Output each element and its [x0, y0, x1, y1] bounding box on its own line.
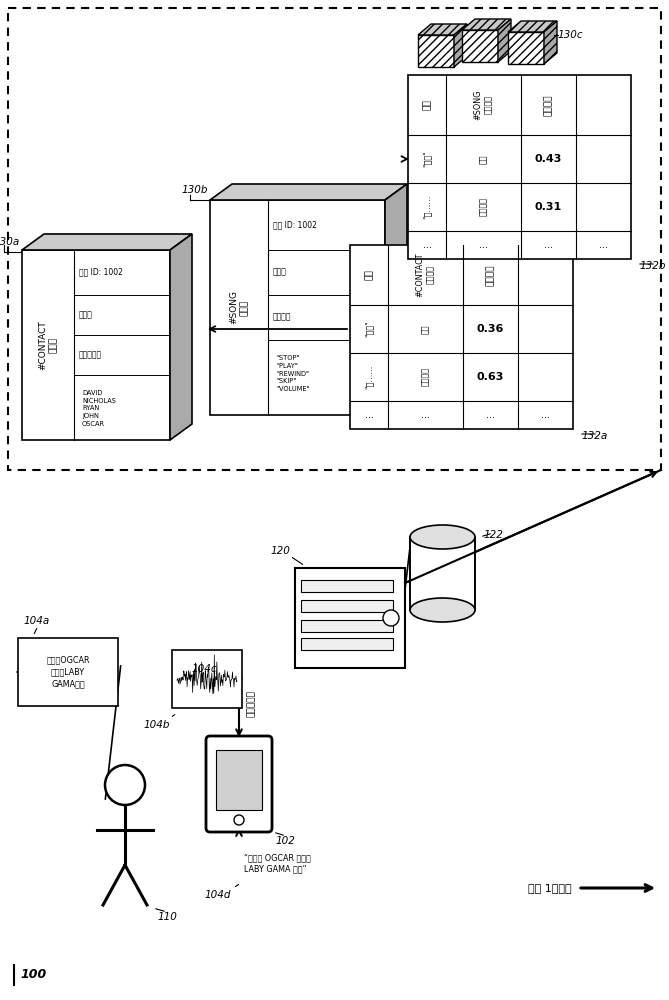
Polygon shape — [22, 250, 170, 440]
Text: #CONTACT
类模型: #CONTACT 类模型 — [38, 320, 58, 370]
Text: ...: ... — [423, 240, 432, 250]
Polygon shape — [418, 24, 467, 35]
Text: 0.43: 0.43 — [535, 154, 562, 164]
Text: 132a: 132a — [581, 431, 607, 441]
Text: ...: ... — [541, 410, 550, 420]
Polygon shape — [544, 21, 557, 64]
Polygon shape — [22, 234, 192, 250]
Bar — [295, 568, 405, 668]
Text: 转录分数: 转录分数 — [486, 264, 495, 286]
Text: 播放列表: 播放列表 — [273, 312, 292, 322]
Text: 0.36: 0.36 — [477, 324, 504, 334]
Text: 130c: 130c — [558, 30, 583, 40]
Text: 术语: 术语 — [423, 100, 432, 110]
Bar — [18, 638, 118, 706]
Text: #CONTACT
语言模型: #CONTACT 语言模型 — [416, 253, 436, 297]
Text: "播放": "播放" — [365, 321, 373, 337]
Ellipse shape — [410, 525, 475, 549]
Bar — [172, 650, 242, 708]
Text: "播放": "播放" — [423, 151, 432, 167]
Text: 110: 110 — [157, 912, 177, 922]
Text: #SONG
语言模型: #SONG 语言模型 — [474, 90, 493, 120]
Polygon shape — [385, 184, 407, 415]
Text: 0.63: 0.63 — [477, 372, 504, 382]
Text: 传送之后: 传送之后 — [479, 198, 488, 217]
Text: 130b: 130b — [181, 185, 208, 195]
Ellipse shape — [410, 598, 475, 622]
Text: 上下文: 上下文 — [79, 310, 93, 320]
Bar — [301, 580, 393, 592]
Text: 上下文数据: 上下文数据 — [247, 691, 256, 717]
Text: 转录分数: 转录分数 — [544, 94, 553, 116]
Polygon shape — [210, 184, 407, 200]
Text: DAVID
NICHOLAS
RYAN
JOHN
OSCAR: DAVID NICHOLAS RYAN JOHN OSCAR — [82, 390, 116, 427]
Polygon shape — [210, 200, 385, 415]
Text: 104a: 104a — [23, 616, 50, 626]
Text: ...: ... — [486, 410, 495, 420]
Text: 之后: 之后 — [421, 324, 430, 334]
Polygon shape — [170, 234, 192, 440]
Bar — [301, 638, 393, 650]
Text: 查询 ID: 1002: 查询 ID: 1002 — [79, 267, 123, 276]
Text: 查询 ID: 1002: 查询 ID: 1002 — [273, 221, 317, 230]
Polygon shape — [508, 32, 544, 64]
Circle shape — [383, 610, 399, 626]
Polygon shape — [498, 19, 511, 62]
Circle shape — [105, 765, 145, 805]
Text: 术语: 术语 — [365, 270, 373, 280]
Text: ...: ... — [479, 240, 488, 250]
Text: "从……: "从…… — [423, 195, 432, 219]
Bar — [408, 75, 631, 259]
Polygon shape — [508, 21, 557, 32]
Text: 之后: 之后 — [479, 154, 488, 164]
Text: 100: 100 — [20, 968, 46, 982]
Bar — [350, 245, 573, 429]
Circle shape — [234, 815, 244, 825]
Text: ...: ... — [365, 410, 373, 420]
FancyBboxPatch shape — [206, 736, 272, 832]
Text: ...: ... — [544, 240, 553, 250]
Text: 上下文: 上下文 — [273, 267, 287, 276]
Text: “播放从 OGCAR 传送的
LABY GAMA 歌曲”: “播放从 OGCAR 传送的 LABY GAMA 歌曲” — [244, 853, 310, 873]
Polygon shape — [462, 19, 511, 30]
Text: "STOP"
"PLAY"
"REWIND"
"SKIP"
"VOLUME": "STOP" "PLAY" "REWIND" "SKIP" "VOLUME" — [276, 355, 310, 392]
Text: 132b: 132b — [639, 261, 666, 271]
Polygon shape — [418, 35, 454, 67]
Bar — [301, 620, 393, 632]
Text: 130a: 130a — [0, 237, 20, 247]
Text: 102: 102 — [276, 836, 296, 846]
Polygon shape — [454, 24, 467, 67]
Text: ...: ... — [599, 240, 608, 250]
Text: ...: ... — [421, 410, 430, 420]
Text: 到图 1（续）: 到图 1（续） — [529, 883, 572, 893]
Text: "从……: "从…… — [365, 365, 373, 389]
Text: 播放从OGCAR
传送的LABY
GAMA歌曲: 播放从OGCAR 传送的LABY GAMA歌曲 — [46, 656, 90, 688]
Text: 104d: 104d — [205, 890, 231, 900]
Bar — [410, 537, 475, 610]
Text: 联系人列表: 联系人列表 — [79, 351, 102, 360]
Text: 104c: 104c — [191, 664, 217, 674]
Text: 104b: 104b — [143, 720, 170, 730]
Text: 120: 120 — [270, 546, 290, 556]
Bar — [301, 600, 393, 612]
Text: #SONG
类模型: #SONG 类模型 — [229, 290, 249, 324]
Text: 122: 122 — [483, 530, 503, 540]
Bar — [216, 750, 262, 810]
Polygon shape — [462, 30, 498, 62]
Text: 0.31: 0.31 — [535, 202, 562, 212]
Text: 传送之后: 传送之后 — [421, 367, 430, 386]
Bar — [8, 8, 661, 470]
